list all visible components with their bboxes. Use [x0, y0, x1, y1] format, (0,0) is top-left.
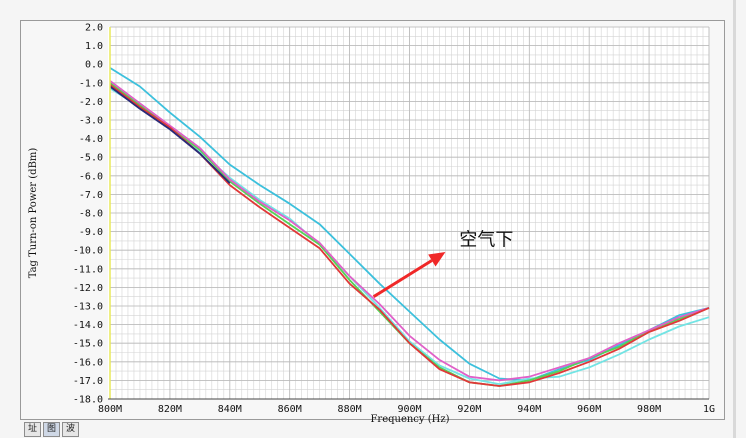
y-tick-label: -4.0: [79, 134, 103, 145]
bottom-tab-1[interactable]: 址: [24, 422, 42, 437]
annotation-arrow-head: [428, 252, 446, 267]
y-tick-label: -12.0: [73, 283, 103, 294]
y-tick-label: -7.0: [79, 190, 103, 201]
y-tick-label: 0.0: [85, 60, 103, 71]
y-tick-label: -17.0: [73, 376, 103, 387]
x-tick-label: 820M: [158, 404, 182, 415]
y-tick-label: -1.0: [79, 78, 103, 89]
series-line-4: [109, 80, 710, 382]
y-tick-label: 2.0: [85, 23, 103, 34]
y-tick-label: -18.0: [73, 395, 103, 406]
major-grid: [109, 26, 710, 400]
series-layer: [109, 67, 710, 387]
x-tick-label: 940M: [517, 404, 541, 415]
annotation-text: 空气下: [459, 229, 513, 250]
y-tick-label: -16.0: [73, 357, 103, 368]
annotation-arrow-line: [372, 259, 433, 298]
y-tick-label: -9.0: [79, 227, 103, 238]
y-tick-label: -5.0: [79, 153, 103, 164]
y-tick-label: -8.0: [79, 209, 103, 220]
x-tick-label: 900M: [397, 404, 421, 415]
x-tick-label: 980M: [637, 404, 661, 415]
y-tick-label: -14.0: [73, 320, 103, 331]
x-tick-label: 920M: [457, 404, 481, 415]
x-tick-label: 800M: [98, 404, 122, 415]
y-tick-label: -3.0: [79, 116, 103, 127]
x-tick-label: 860M: [278, 404, 302, 415]
y-tick-label: 1.0: [85, 41, 103, 52]
x-tick-label: 1G: [703, 404, 715, 415]
window-edge: [733, 0, 736, 438]
y-axis-title: Tag Turn-on Power (dBm): [28, 148, 39, 279]
y-tick-label: -6.0: [79, 171, 103, 182]
x-tick-label: 880M: [338, 404, 362, 415]
annotation: 空气下: [372, 229, 513, 298]
x-tick-label: 840M: [218, 404, 242, 415]
y-tick-label: -10.0: [73, 246, 103, 257]
bottom-tab-bar: 址 图 波: [24, 421, 134, 438]
y-tick-label: -2.0: [79, 97, 103, 108]
y-tick-label: -11.0: [73, 264, 103, 275]
bottom-tab-3[interactable]: 波: [62, 422, 80, 437]
y-tick-labels: 2.0 1.0 0.0 -1.0 -2.0 -3.0 -4.0 -5.0 -6.0 -7.0 -8.…: [73, 23, 103, 406]
series-line-6: [109, 85, 231, 184]
y-tick-label: -15.0: [73, 339, 103, 350]
bottom-tab-2[interactable]: 图: [43, 422, 61, 437]
x-tick-labels: 800M 820M 840M 860M 880M 900M 920M 940M 960M 980M…: [98, 404, 715, 415]
x-tick-label: 960M: [577, 404, 601, 415]
y-tick-label: -13.0: [73, 302, 103, 313]
x-axis-title: Frequency (Hz): [370, 414, 449, 425]
